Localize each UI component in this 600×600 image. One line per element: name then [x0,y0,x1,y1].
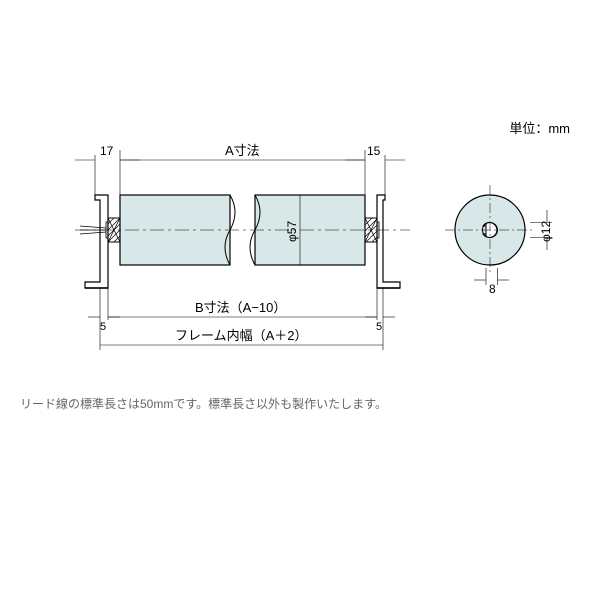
dim-frame-inner: フレーム内幅（A＋2） [175,328,308,343]
dim-diameter-main: φ57 [285,221,299,242]
dim-shaft-flat: 8 [489,282,496,296]
footnote-text: リード線の標準長さは50mmです。標準長さ以外も製作いたします。 [20,395,387,412]
dim-right-gap: 5 [376,321,382,333]
dim-b-label: B寸法（A−10） [195,300,286,315]
dim-left-margin: 17 [100,144,114,158]
dim-right-margin: 15 [367,144,381,158]
dim-a-label: A寸法 [225,143,260,158]
dim-shaft-dia: φ12 [539,221,553,242]
technical-drawing: 17 A寸法 15 φ57 5 5 B寸法（A− [0,20,600,400]
dim-left-gap: 5 [100,321,106,333]
